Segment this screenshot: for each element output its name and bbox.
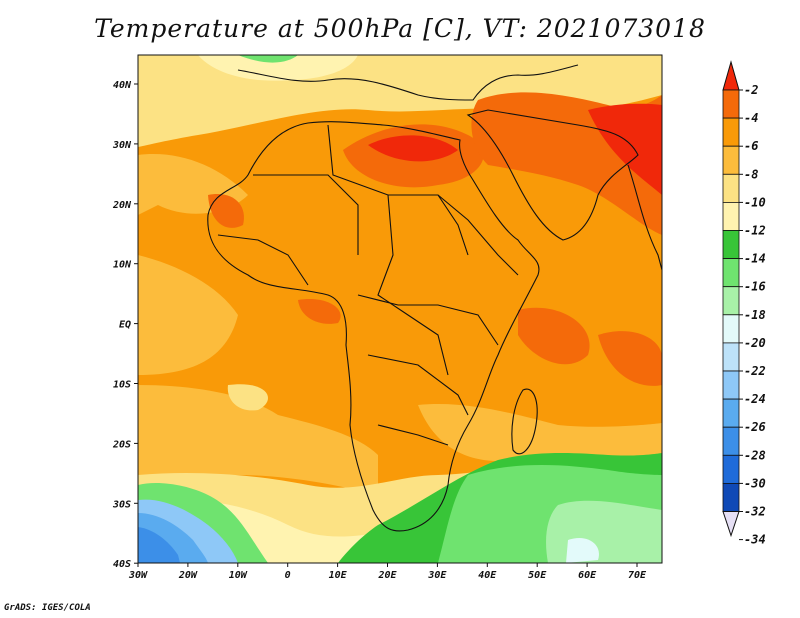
border-7: [377, 424, 449, 446]
colorbar-swatch: [722, 258, 740, 288]
lat-tick-group: 40N 30N 20N 10N EQ 10S 20S 30S 40S: [112, 80, 138, 570]
temperature-map: [138, 55, 662, 563]
lon-label: 70E: [628, 570, 647, 581]
border-3: [377, 194, 449, 376]
colorbar-swatch: [722, 454, 740, 484]
lat-label: 20N: [112, 200, 132, 211]
lat-label: 20S: [112, 439, 131, 450]
lon-label: 30W: [128, 570, 148, 581]
lat-label: 10N: [113, 260, 132, 271]
field-southern-8: [418, 404, 662, 462]
colorbar-label: -26: [744, 420, 766, 434]
field-atlantic-10: [227, 384, 268, 411]
colorbar-label: -2: [744, 83, 758, 97]
map-title: Temperature at 500hPa [C], VT: 202107301…: [94, 14, 706, 43]
field-atlantic-8a: [138, 255, 238, 375]
colorbar-swatch: [722, 314, 740, 344]
field-north-pale: [198, 55, 358, 81]
arabia-coast: [466, 109, 639, 241]
colorbar-swatch: [722, 370, 740, 400]
field-center-hot: [298, 299, 341, 324]
lon-label: 10W: [229, 570, 248, 581]
madagascar-coast: [511, 388, 538, 455]
border-4: [437, 194, 519, 276]
map-frame: [137, 54, 663, 564]
lon-label: 20W: [178, 570, 198, 581]
field-westafrica-hot: [208, 194, 244, 228]
colorbar-swatch: [722, 230, 740, 260]
colorbar-swatch: [722, 89, 740, 119]
colorbar-label: -24: [744, 392, 766, 406]
colorbar-swatch: [722, 145, 740, 175]
colorbar-label: -32: [744, 505, 766, 519]
africa-coast: [207, 121, 540, 532]
colorbar-label: -22: [744, 364, 766, 378]
colorbar-swatch: [722, 342, 740, 372]
mediterranean-coast: [237, 64, 579, 101]
colorbar-label: -14: [744, 252, 766, 266]
india-coast: [627, 164, 662, 271]
colorbar: -2 -4 -6 -8 -10 -12 -14 -16 -18 -20 -22 -24 -26 -28 -3…: [722, 60, 766, 547]
lon-tick-group: 30W 20W 10W 0 10E 20E 30E 40E 50E 60E 70E: [128, 563, 647, 581]
colorbar-label: -16: [744, 280, 766, 294]
colorbar-label: -6: [744, 139, 758, 153]
colorbar-label: -28: [744, 448, 766, 462]
border-8: [217, 234, 309, 286]
lat-label: 30N: [112, 140, 132, 151]
colorbar-swatch: [722, 482, 740, 512]
border-1: [253, 174, 359, 255]
lat-label: 40N: [113, 80, 132, 91]
colorbar-label: -4: [744, 111, 758, 125]
colorbar-swatch: [722, 286, 740, 316]
colorbar-swatch: [722, 117, 740, 147]
field-sw-28: [138, 527, 180, 563]
lat-label: 40S: [113, 559, 131, 570]
colorbar-top-arrow: [722, 60, 740, 91]
colorbar-label: -10: [744, 195, 766, 209]
colorbar-label: -12: [744, 224, 766, 238]
lat-label: EQ: [119, 320, 131, 331]
lon-label: 30E: [427, 570, 447, 581]
lon-label: 20E: [377, 570, 397, 581]
field-south-atlantic-8: [138, 385, 378, 495]
colorbar-label: -30: [744, 476, 766, 490]
colorbar-swatch: [722, 398, 740, 428]
field-indian-hot: [598, 331, 662, 386]
colorbar-label: -20: [744, 336, 766, 350]
field-mideast-hottest: [588, 103, 662, 195]
colorbar-bottom-arrow: [722, 511, 740, 538]
field-north-green: [238, 55, 298, 63]
colorbar-swatch: [722, 426, 740, 456]
colorbar-label: -18: [744, 308, 766, 322]
border-2: [327, 124, 469, 256]
colorbar-swatch: [722, 173, 740, 203]
lon-label: 60E: [578, 570, 597, 581]
lat-label: 10S: [113, 380, 131, 391]
colorbar-swatch: [722, 201, 740, 231]
lon-label: 0: [285, 570, 291, 581]
colorbar-label: -34: [744, 533, 766, 547]
grads-credit: GrADS: IGES/COLA: [4, 603, 91, 613]
border-5: [357, 294, 499, 346]
colorbar-label: -8: [744, 167, 758, 181]
lon-label: 10E: [329, 570, 348, 581]
coastlines: [207, 64, 662, 532]
lon-label: 40E: [478, 570, 497, 581]
lat-label: 30S: [112, 499, 131, 510]
field-eastafrica-hot: [518, 307, 590, 365]
field-sahara-hottest: [368, 135, 458, 162]
field-south-20: [566, 537, 599, 563]
border-6: [367, 354, 469, 416]
lon-label: 50E: [528, 570, 547, 581]
